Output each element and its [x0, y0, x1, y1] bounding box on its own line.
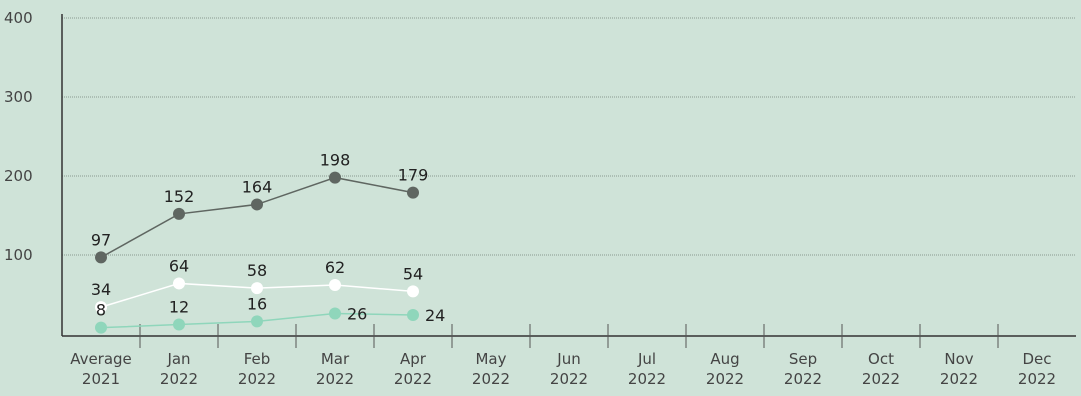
point [329, 307, 341, 320]
x-tick-label: Jun 2022 [550, 350, 588, 388]
data-label: 24 [425, 306, 445, 325]
y-tick-label: 100 [4, 246, 33, 264]
x-tick-label: Nov 2022 [940, 350, 978, 388]
x-tick-label: Sep 2022 [784, 350, 822, 388]
point [251, 315, 263, 328]
data-label: 12 [169, 298, 189, 317]
data-label: 164 [242, 177, 273, 196]
y-tick-label: 400 [4, 9, 33, 27]
x-tick-label: Average 2021 [70, 350, 132, 388]
data-label: 58 [247, 261, 267, 280]
data-label: 64 [169, 256, 189, 275]
x-tick-label: Apr 2022 [394, 350, 432, 388]
x-tick-label: Mar 2022 [316, 350, 354, 388]
data-label: 16 [247, 294, 267, 313]
x-tick-label: May 2022 [472, 350, 510, 388]
point [251, 282, 263, 295]
data-label: 54 [403, 264, 423, 283]
point [173, 277, 185, 290]
x-tick-label: Feb 2022 [238, 350, 276, 388]
data-label: 8 [96, 301, 106, 320]
point [329, 171, 341, 184]
point [407, 186, 419, 199]
point [407, 285, 419, 298]
data-label: 97 [91, 230, 111, 249]
point [329, 279, 341, 292]
point [95, 301, 107, 314]
point [407, 309, 419, 322]
point [95, 251, 107, 264]
y-tick-label: 300 [4, 88, 33, 106]
data-label: 152 [164, 187, 195, 206]
data-label: 179 [398, 166, 429, 185]
x-tick-label: Aug 2022 [706, 350, 744, 388]
data-label: 198 [320, 151, 351, 170]
data-label: 34 [91, 280, 111, 299]
point [173, 207, 185, 220]
x-tick-label: Dec 2022 [1018, 350, 1056, 388]
x-tick-label: Jan 2022 [160, 350, 198, 388]
data-label: 26 [347, 304, 367, 323]
point [251, 198, 263, 211]
point [95, 321, 107, 334]
x-tick-label: Jul 2022 [628, 350, 666, 388]
data-label: 62 [325, 258, 345, 277]
y-tick-label: 200 [4, 167, 33, 185]
x-tick-label: Oct 2022 [862, 350, 900, 388]
point [173, 318, 185, 331]
